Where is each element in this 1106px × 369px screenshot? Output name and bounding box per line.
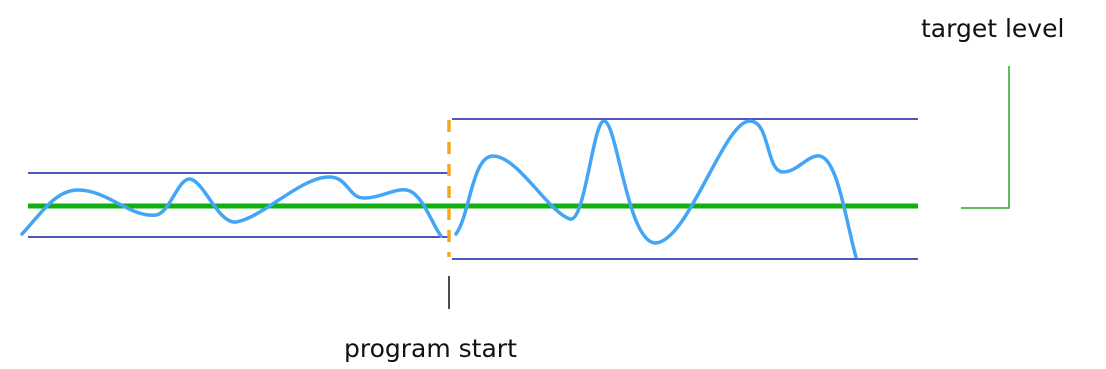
program-start-label: program start xyxy=(344,334,517,363)
target-level-callout xyxy=(961,66,1010,209)
signal-before xyxy=(20,175,443,238)
signal-after xyxy=(454,119,858,259)
target-level-label: target level xyxy=(921,14,1065,43)
